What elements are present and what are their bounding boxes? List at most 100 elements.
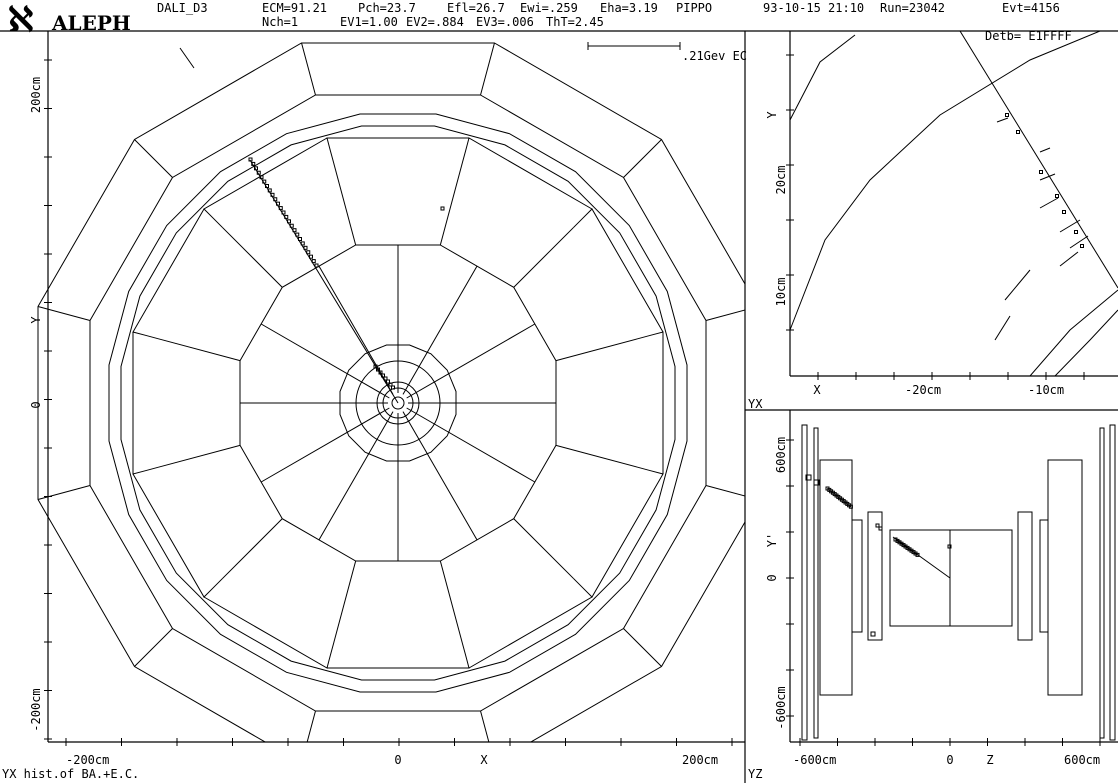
header: ℵ ALEPH DALI_D3 ECM=91.21 Pch=23.7 Efl=2… <box>8 0 1072 43</box>
y-label: Y <box>765 111 779 119</box>
hcal-module-edge <box>38 486 90 500</box>
hit <box>260 176 263 179</box>
hcal-module-edge <box>302 711 316 763</box>
zoom-segment <box>1005 270 1030 300</box>
sector-line <box>261 324 389 398</box>
side-detector-box <box>1018 512 1032 640</box>
zoom-segment <box>1070 236 1088 248</box>
x-label: X <box>480 753 488 767</box>
y-label: 600cm <box>774 437 788 473</box>
hit <box>293 229 296 232</box>
side-detector-box <box>1048 460 1082 695</box>
hit <box>255 167 258 170</box>
zoom-detector-line <box>960 31 1118 288</box>
hit <box>288 220 291 223</box>
x-label: 600cm <box>1064 753 1100 767</box>
header-field: Evt=4156 <box>1002 1 1060 15</box>
hit <box>879 527 882 530</box>
hit <box>263 180 266 183</box>
energy-bar <box>180 48 194 68</box>
header-field: Nch=1 <box>262 15 298 29</box>
zoom-segment <box>1040 198 1058 208</box>
x-label: -20cm <box>905 383 941 397</box>
hit <box>1075 231 1078 234</box>
header-field: Ewi=.259 <box>520 1 578 15</box>
frames <box>0 31 1118 783</box>
hcal-module-edge <box>134 139 172 177</box>
zoom-segment <box>1040 148 1050 152</box>
side-detector-step <box>1040 520 1048 632</box>
ecal-module-outer <box>327 643 469 668</box>
header-field: Efl=26.7 <box>447 1 505 15</box>
header-field: Run=23042 <box>880 1 945 15</box>
sector-line <box>407 324 535 398</box>
ecal-module-edge <box>514 519 574 579</box>
header-field: EV1=1.00 <box>340 15 398 29</box>
event-display: ℵ ALEPH DALI_D3 ECM=91.21 Pch=23.7 Efl=2… <box>0 0 1118 783</box>
ecal-module-edge <box>514 227 574 287</box>
header-field: ThT=2.45 <box>546 15 604 29</box>
footer: YX <box>748 397 763 411</box>
header-field: PIPPO <box>676 1 712 15</box>
ecal-module-edge <box>556 339 638 361</box>
ecal-module-edge <box>440 163 462 245</box>
hit <box>871 632 875 636</box>
ecal-module-edge <box>334 561 356 643</box>
side-detector-box <box>890 530 1012 626</box>
y-label: -200cm <box>29 688 43 731</box>
zoom-detector-line <box>1055 310 1118 376</box>
hit <box>1063 211 1066 214</box>
ecal-module-edge <box>222 227 282 287</box>
header-field: ECM=91.21 <box>262 1 327 15</box>
ecal-module-outer <box>327 138 469 163</box>
hit <box>304 246 307 249</box>
hcal-module-edge <box>706 486 758 500</box>
ticks <box>44 55 1100 746</box>
y-label: 10cm <box>774 278 788 307</box>
cluster <box>441 207 444 210</box>
side-detector-box <box>868 512 882 640</box>
hit <box>257 171 260 174</box>
header-field: EV2=.884 <box>406 15 464 29</box>
ecal-module-edge <box>222 519 282 579</box>
zoom-detector-line <box>790 35 855 120</box>
zoom-segment <box>997 118 1008 122</box>
ecal-module-edge <box>158 339 240 361</box>
x-label: Z <box>986 753 993 767</box>
hit <box>1006 114 1009 117</box>
scale-label: .21Gev EC <box>682 49 747 63</box>
x-label: -600cm <box>793 753 836 767</box>
hit <box>249 158 252 161</box>
hit <box>290 224 293 227</box>
side-detector-step <box>852 470 862 695</box>
x-label: 0 <box>394 753 401 767</box>
zoom-detector <box>790 31 1118 376</box>
y-label: 200cm <box>29 77 43 113</box>
ecal-module-edge <box>440 561 462 643</box>
header-field: EV3=.006 <box>476 15 534 29</box>
zoom-segment <box>1060 252 1078 266</box>
header-field: Eha=3.19 <box>600 1 658 15</box>
ecal-module-outer <box>574 209 663 332</box>
footer: YX hist.of BA.+E.C. <box>2 767 139 781</box>
side-detector <box>802 425 1115 740</box>
hcal-module-edge <box>706 307 758 321</box>
footer: YZ <box>748 767 762 781</box>
side-detector-box <box>814 428 818 738</box>
main-detector <box>38 43 758 763</box>
ecal-module-edge <box>334 163 356 245</box>
zoom-detector-line <box>790 31 1100 330</box>
side-detector-box <box>802 425 807 740</box>
hit <box>282 211 285 214</box>
program: DALI_D3 <box>157 1 208 15</box>
hit <box>299 238 302 241</box>
hit <box>268 189 271 192</box>
sector-line <box>319 412 393 540</box>
ecal-module-edge <box>158 445 240 467</box>
hit <box>1040 171 1043 174</box>
hcal-module-edge <box>481 43 495 95</box>
hit <box>296 233 299 236</box>
hit <box>274 198 277 201</box>
y-label: 0 <box>29 401 43 408</box>
hcal-module-edge <box>302 43 316 95</box>
